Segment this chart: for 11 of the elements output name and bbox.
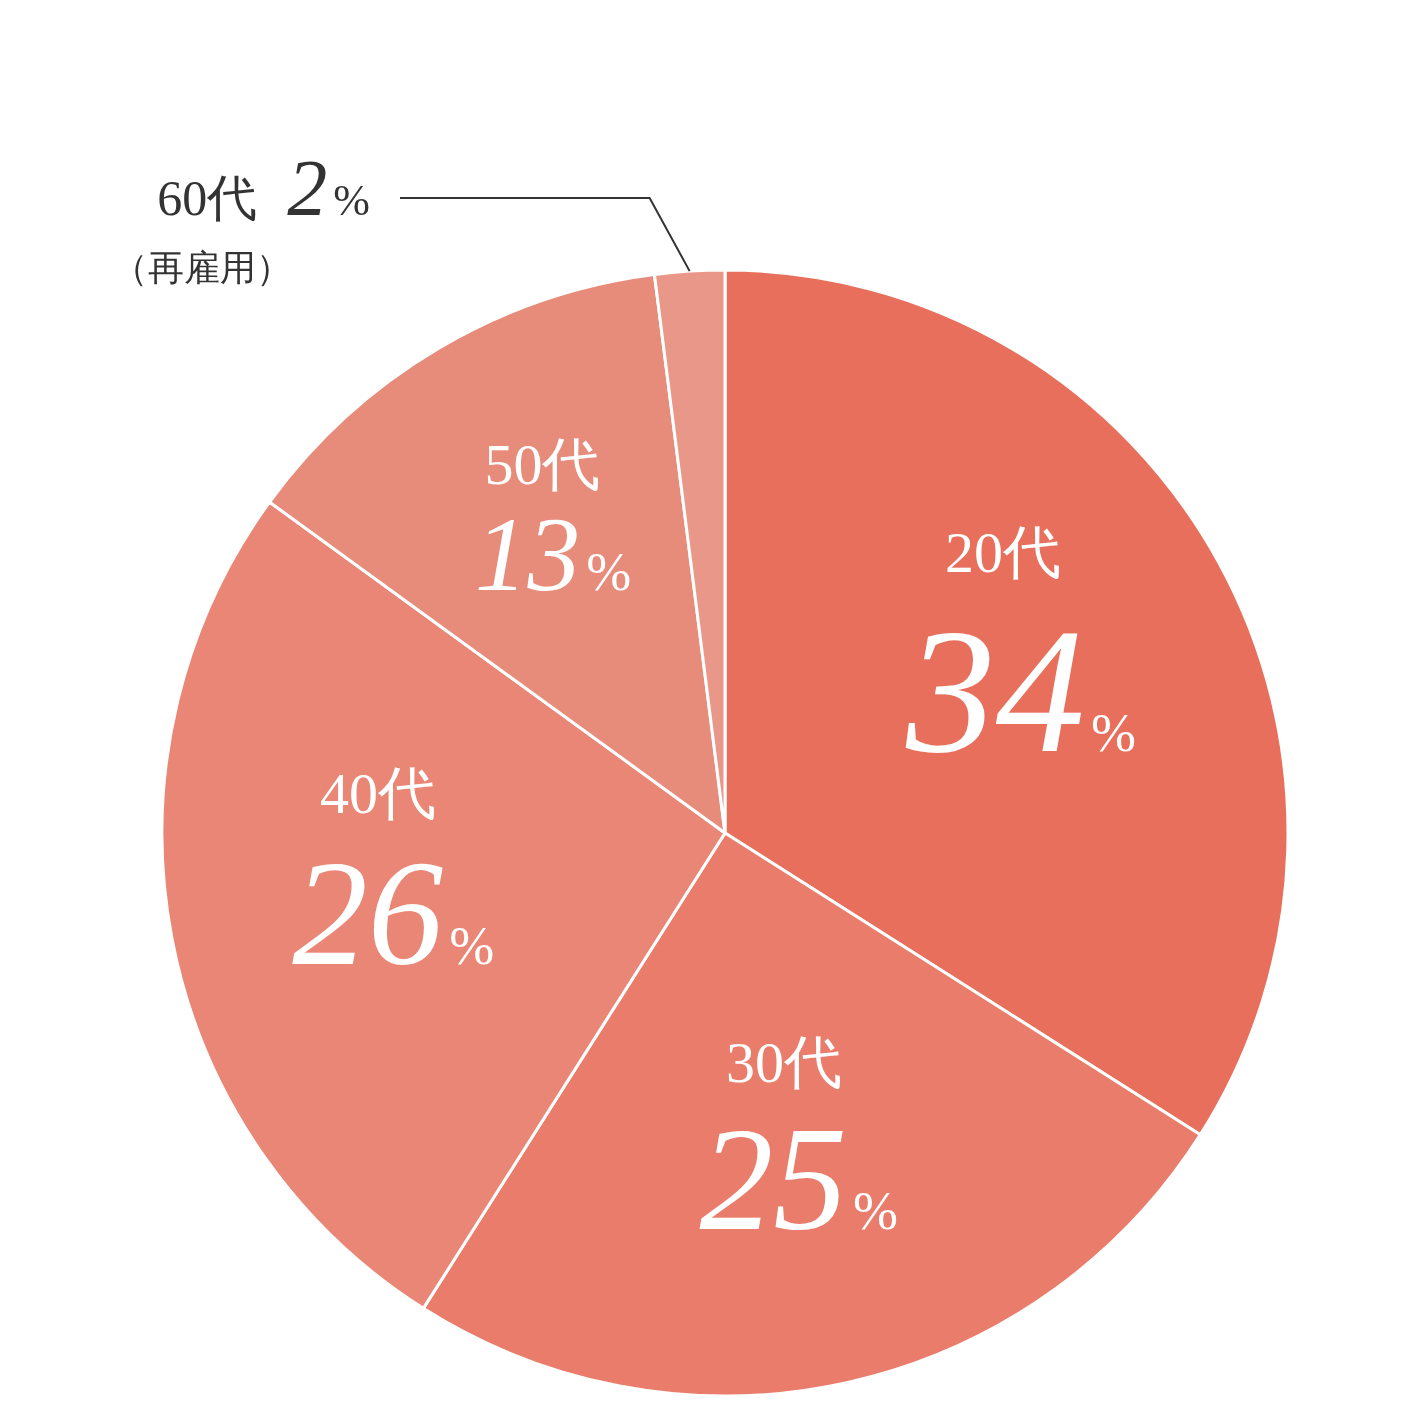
slice-label: 30代 (725, 1029, 842, 1095)
data-label: 26% (292, 829, 495, 998)
slice-label: 40代 (320, 761, 437, 827)
data-label: 2% (287, 144, 370, 232)
slice-label: 60代 (157, 170, 258, 226)
text: （再雇用） (112, 248, 292, 288)
data-label: 34% (905, 590, 1137, 790)
slice-label: 20代 (945, 519, 1062, 585)
data-label: 13% (474, 495, 632, 613)
slice-label: 50代 (484, 432, 601, 498)
data-label: 25% (699, 1098, 898, 1262)
